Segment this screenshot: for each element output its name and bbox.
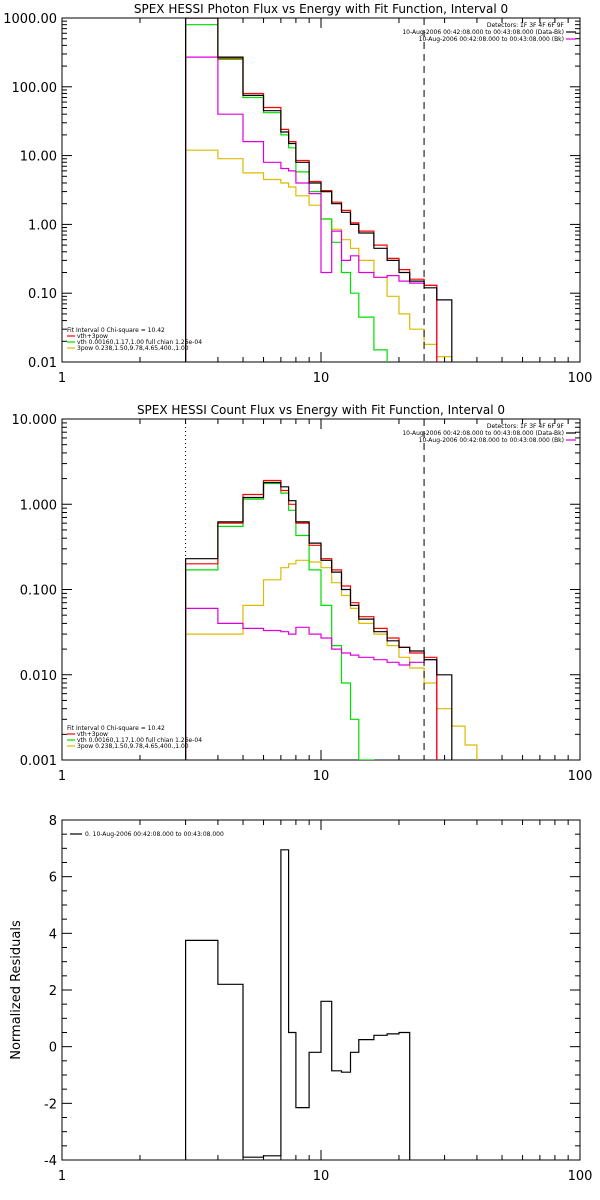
residuals-y-tick-label: 0	[49, 1041, 57, 1056]
residuals-data-histogram	[185, 849, 411, 1160]
photon-flux-y-tick-label: 1.00	[28, 218, 57, 233]
count-flux-bk-histogram	[185, 607, 438, 760]
residuals-y-tick-label: -2	[44, 1097, 57, 1112]
residuals-plot-frame	[61, 819, 581, 1161]
count-flux-x-tick-label: 100	[568, 769, 593, 784]
photon-flux-data-histogram	[185, 18, 453, 362]
photon-flux-legend-top-text: 10-Aug-2006 00:42:08.000 to 00:43:08.000…	[419, 36, 564, 43]
photon-flux-y-tick-label: 10.00	[20, 150, 57, 165]
count-flux-x-tick-label: 1	[58, 769, 66, 784]
residuals-y-tick-label: 6	[49, 871, 57, 886]
residuals-y-tick-label: 2	[49, 984, 57, 999]
residuals-x-tick-label: 1	[58, 1169, 66, 1184]
residuals-x-tick-label: 100	[568, 1169, 593, 1184]
photon-flux-x-tick-label: 100	[568, 371, 593, 386]
photon-flux-y-tick-label: 0.01	[28, 356, 57, 371]
photon-flux-y-tick-label: 1000.00	[3, 12, 57, 27]
residuals-y-axis-label: Normalized Residuals	[9, 920, 24, 1060]
count-flux-title: SPEX HESSI Count Flux vs Energy with Fit…	[137, 403, 505, 417]
photon-flux-legend-bottom-text: vth 0.00160,1.17,1.00 full chian 1.26e-0…	[77, 339, 202, 346]
residuals-y-tick-label: -4	[44, 1154, 57, 1169]
residuals-panel: 1 10 100 -4 -2 0 2 4 6 8 Normalized Residuals 0. 10…	[9, 814, 593, 1184]
count-flux-legend-bottom-text: vth 0.00160,1.17,1.00 full chian 1.26e-0…	[77, 737, 202, 744]
count-flux-panel: SPEX HESSI Count Flux vs Energy with Fit…	[12, 403, 593, 784]
count-flux-x-tick-label: 10	[313, 769, 330, 784]
photon-flux-title: SPEX HESSI Photon Flux vs Energy with Fi…	[134, 2, 508, 16]
photon-flux-legend-top-text: 10-Aug-2006 00:42:08.000 to 00:43:08.000…	[402, 29, 564, 36]
photon-flux-bk-histogram	[185, 56, 438, 362]
count-flux-legend-top-text: Detectors: 1F 3F 4F 6F 9F	[487, 423, 565, 430]
count-flux-data-histogram	[185, 481, 453, 760]
count-flux-series-group	[185, 479, 478, 760]
photon-flux-x-tick-label: 1	[58, 371, 66, 386]
count-flux-legend-bottom-text: vth+3pow	[77, 731, 108, 738]
photon-flux-y-tick-label: 0.10	[28, 287, 57, 302]
photon-flux-total-histogram	[185, 18, 438, 362]
photon-flux-panel: SPEX HESSI Photon Flux vs Energy with Fi…	[3, 2, 592, 386]
count-flux-y-tick-label: 0.010	[20, 669, 57, 684]
photon-flux-legend-bottom-text: 3pow 0.238,1.50,9.78,4.65,400.,1.00	[77, 345, 189, 352]
residuals-x-tick-label: 10	[313, 1169, 330, 1184]
photon-flux-pow-histogram	[185, 149, 453, 362]
residuals-y-tick-label: 8	[49, 814, 57, 829]
count-flux-y-tick-label: 1.000	[20, 498, 57, 513]
photon-flux-legend-bottom-text: Fit Interval 0 Chi-square = 10.42	[67, 327, 165, 334]
residuals-y-tick-label: 4	[49, 927, 57, 942]
count-flux-legend-top-text: 10-Aug-2006 00:42:08.000 to 00:43:08.000…	[402, 430, 564, 437]
count-flux-y-tick-label: 0.100	[20, 584, 57, 599]
count-flux-legend-top-text: 10-Aug-2006 00:42:08.000 to 00:43:08.000…	[419, 437, 564, 444]
photon-flux-legend-bottom-text: vth+3pow	[77, 333, 108, 340]
count-flux-legend-bottom-text: 3pow 0.238,1.50,9.78,4.65,400.,1.00	[77, 743, 189, 750]
residuals-legend-text: 0. 10-Aug-2006 00:42:08.000 to 00:43:08.…	[85, 831, 224, 838]
photon-flux-legend-top-text: Detectors: 1F 3F 4F 6F 9F	[487, 22, 565, 29]
residuals-series-group	[185, 849, 411, 1160]
photon-flux-series-group	[185, 18, 453, 362]
photon-flux-y-tick-label: 100.00	[12, 81, 58, 96]
count-flux-pow-histogram	[185, 559, 478, 760]
count-flux-legend-bottom-text: Fit Interval 0 Chi-square = 10.42	[67, 725, 165, 732]
photon-flux-x-tick-label: 10	[313, 371, 330, 386]
count-flux-y-tick-label: 10.000	[12, 413, 58, 428]
count-flux-y-tick-label: 0.001	[20, 754, 57, 769]
